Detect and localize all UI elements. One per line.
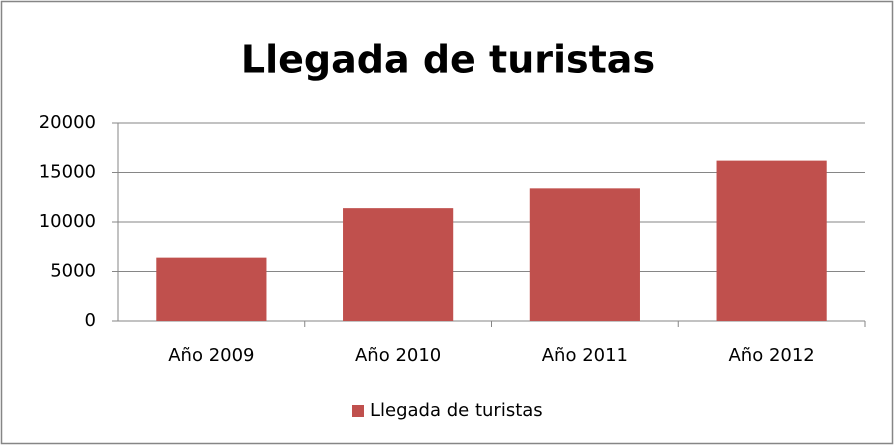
bar bbox=[343, 208, 454, 321]
x-tick-label: Año 2012 bbox=[728, 345, 814, 366]
x-tick-label: Año 2009 bbox=[168, 345, 254, 366]
bar bbox=[716, 160, 827, 321]
y-tick-label: 20000 bbox=[39, 112, 96, 133]
y-tick-label: 15000 bbox=[39, 162, 96, 183]
legend-swatch bbox=[352, 405, 364, 417]
x-tick-label: Año 2010 bbox=[355, 345, 441, 366]
y-tick-label: 10000 bbox=[39, 211, 96, 232]
bar bbox=[529, 188, 640, 321]
x-tick-label: Año 2011 bbox=[542, 345, 628, 366]
y-tick-label: 5000 bbox=[50, 261, 96, 282]
chart-title: Llegada de turistas bbox=[241, 38, 655, 82]
y-tick-label: 0 bbox=[85, 310, 96, 331]
legend-label: Llegada de turistas bbox=[370, 400, 543, 421]
bar bbox=[156, 257, 267, 321]
